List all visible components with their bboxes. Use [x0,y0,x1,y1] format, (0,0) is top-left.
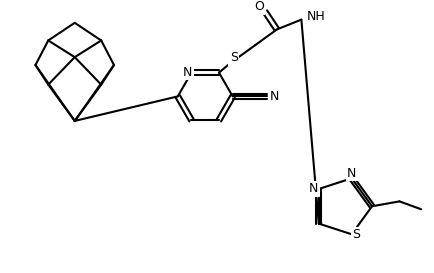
Text: N: N [309,182,319,195]
Text: N: N [347,167,356,180]
Text: O: O [254,0,264,13]
Text: NH: NH [306,10,325,23]
Text: S: S [352,228,361,241]
Text: N: N [183,66,192,79]
Text: N: N [270,90,279,103]
Text: S: S [230,51,238,64]
